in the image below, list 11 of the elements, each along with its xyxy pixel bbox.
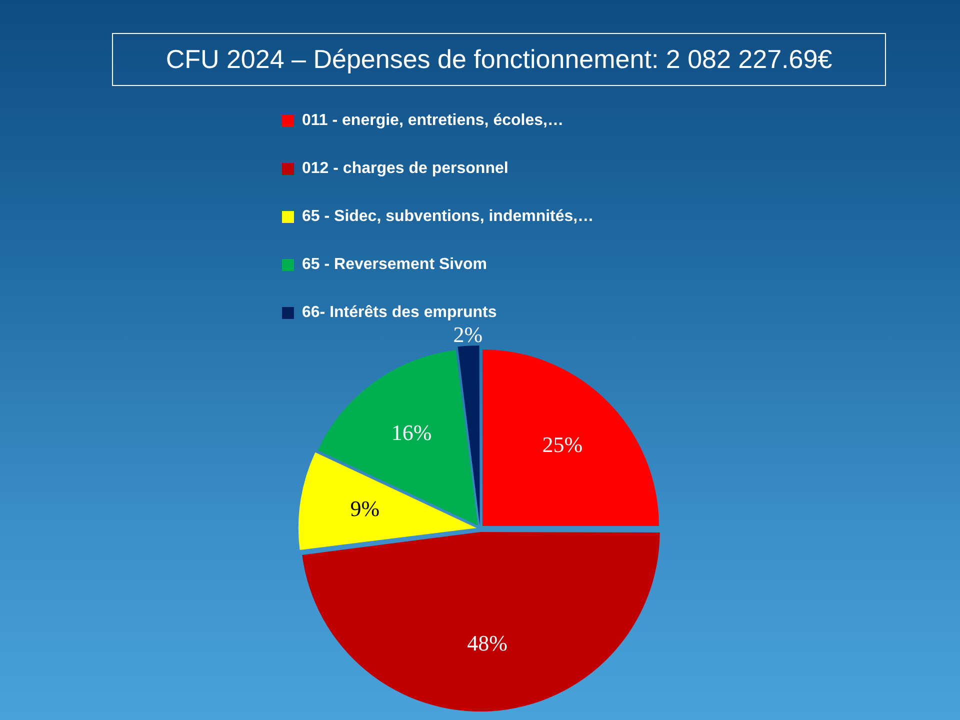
legend-label: 65 - Reversement Sivom xyxy=(302,256,487,274)
data-label: 48% xyxy=(467,630,508,656)
data-label: 25% xyxy=(542,432,583,457)
legend-label: 65 - Sidec, subventions, indemnités,… xyxy=(302,208,594,226)
legend-label: 66- Intérêts des emprunts xyxy=(302,304,497,322)
data-label: 2% xyxy=(453,322,483,348)
legend-label: 012 - charges de personnel xyxy=(302,160,508,178)
data-label: 9% xyxy=(350,496,380,522)
legend-label: 011 - energie, entretiens, écoles,… xyxy=(302,112,564,130)
data-label: 16% xyxy=(391,420,432,446)
chart-title: CFU 2024 – Dépenses de fonctionnement: 2 082 227.69€ xyxy=(112,33,886,86)
